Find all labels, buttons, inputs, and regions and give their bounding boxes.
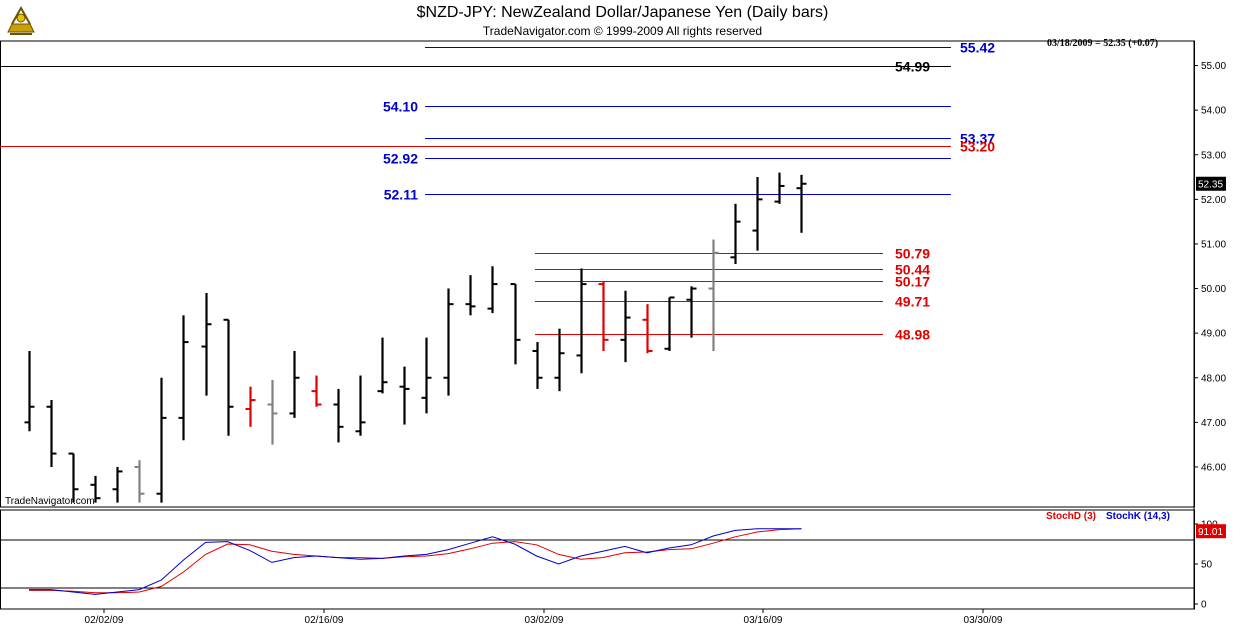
stochastic-pane-frame (0, 509, 1195, 610)
sextant-logo-icon (4, 4, 38, 38)
y-tick-label: 54.00 (1201, 106, 1226, 117)
level-label: 50.17 (895, 274, 930, 290)
last-stoch-tag (1196, 524, 1226, 539)
level-label: 53.20 (960, 139, 995, 155)
price-readout: 03/18/2009 = 52.35 (+0.07) (1047, 38, 1159, 49)
last-price-tag (1196, 176, 1226, 191)
y-tick-label: 50.00 (1201, 284, 1226, 295)
stoch-y-tick-label: 50 (1201, 560, 1213, 571)
x-tick-label: 03/30/09 (964, 615, 1003, 626)
y-tick-label: 49.00 (1201, 329, 1226, 340)
level-label: 53.37 (960, 131, 995, 147)
y-tick-label: 46.00 (1201, 462, 1226, 473)
stochd-legend: StochD (3) (1046, 511, 1096, 522)
stochd-line (29, 528, 802, 594)
price-pane-frame (0, 40, 1195, 508)
level-label: 52.11 (384, 187, 418, 203)
level-label: 50.44 (895, 262, 930, 278)
x-tick-label: 02/16/09 (305, 615, 344, 626)
watermark-text: TradeNavigator.com (5, 496, 95, 507)
y-tick-label: 51.00 (1201, 239, 1226, 250)
level-label: 52.92 (383, 151, 418, 167)
last-stoch-label: 91.01 (1198, 527, 1223, 538)
level-label: 54.10 (383, 99, 418, 115)
y-tick-label: 47.00 (1201, 418, 1226, 429)
y-tick-label: 53.00 (1201, 150, 1226, 161)
y-tick-label: 55.00 (1201, 61, 1226, 72)
y-tick-label: 52.00 (1201, 195, 1226, 206)
level-label: 54.99 (895, 59, 930, 75)
level-label: 49.71 (895, 294, 930, 310)
stochk-line (29, 528, 802, 595)
chart-title: $NZD-JPY: NewZealand Dollar/Japanese Yen… (416, 4, 829, 21)
y-tick-label: 48.00 (1201, 373, 1226, 384)
x-tick-label: 03/16/09 (744, 615, 783, 626)
level-label: 55.42 (960, 40, 995, 56)
level-label: 48.98 (895, 327, 930, 343)
x-tick-label: 02/02/09 (85, 615, 124, 626)
level-label: 50.79 (895, 246, 930, 262)
stochk-legend: StochK (14,3) (1106, 511, 1170, 522)
stoch-y-tick-label: 0 (1201, 600, 1207, 611)
x-tick-label: 03/02/09 (525, 615, 564, 626)
last-price-label: 52.35 (1198, 180, 1223, 191)
copyright-subtitle: TradeNavigator.com © 1999-2009 All right… (482, 24, 763, 38)
